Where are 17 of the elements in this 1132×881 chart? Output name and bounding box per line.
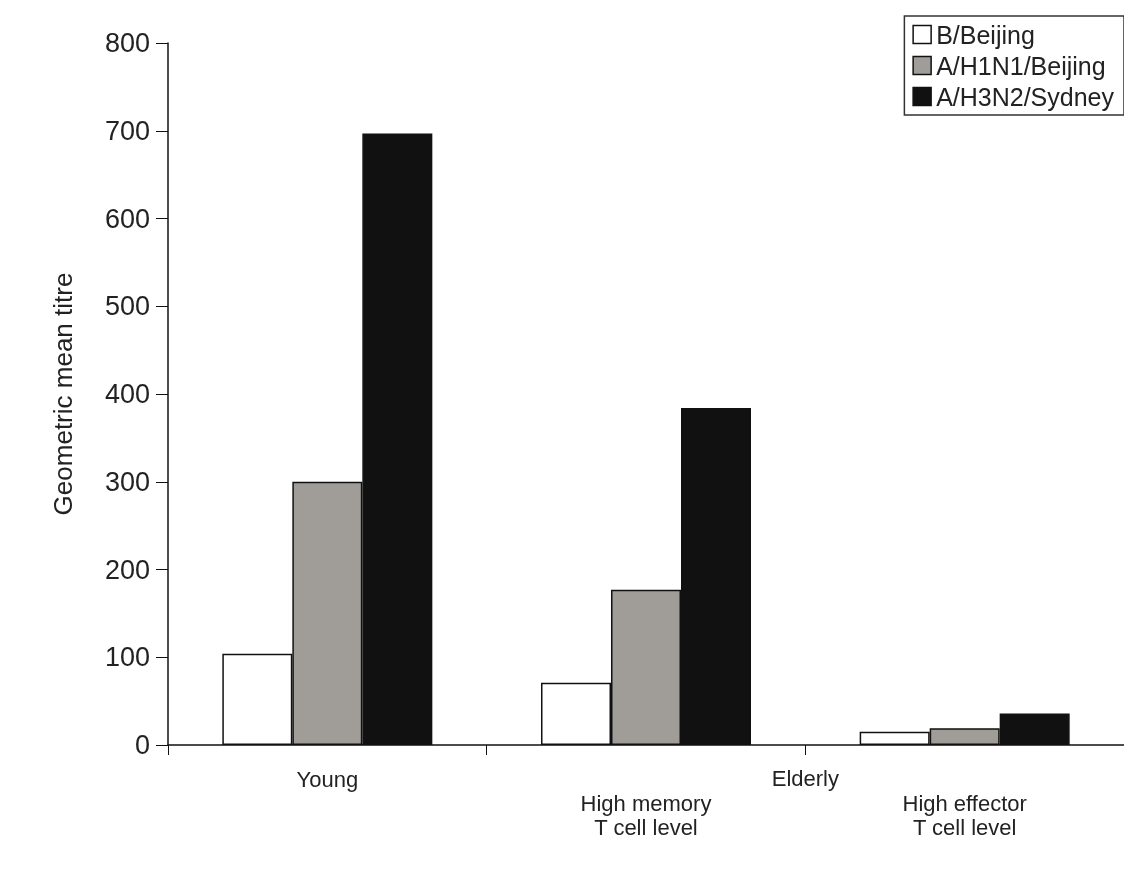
legend-label: A/H1N1/Beijing — [936, 51, 1106, 80]
y-tick-label: 300 — [104, 466, 150, 497]
legend-label: B/Beijing — [936, 20, 1035, 49]
x-tick-label: High memory T cell level — [580, 790, 712, 840]
y-tick-label: 700 — [104, 115, 150, 146]
y-tick-label: 500 — [104, 291, 150, 322]
y-tick-label: 200 — [104, 554, 150, 585]
y-tick-label: 400 — [104, 379, 150, 409]
y-tick-label: 800 — [104, 28, 150, 58]
y-tick-label: 100 — [104, 642, 150, 673]
x-tick-label: High effector T cell level — [902, 790, 1027, 840]
legend-label: A/H3N2/Sydney — [936, 82, 1115, 111]
text: Elderly — [771, 765, 839, 791]
y-tick-label: 600 — [104, 203, 150, 234]
y-axis-title: Geometric mean titre — [48, 272, 78, 516]
y-tick-label: 0 — [134, 730, 150, 760]
x-tick-label: Young — [296, 766, 359, 792]
